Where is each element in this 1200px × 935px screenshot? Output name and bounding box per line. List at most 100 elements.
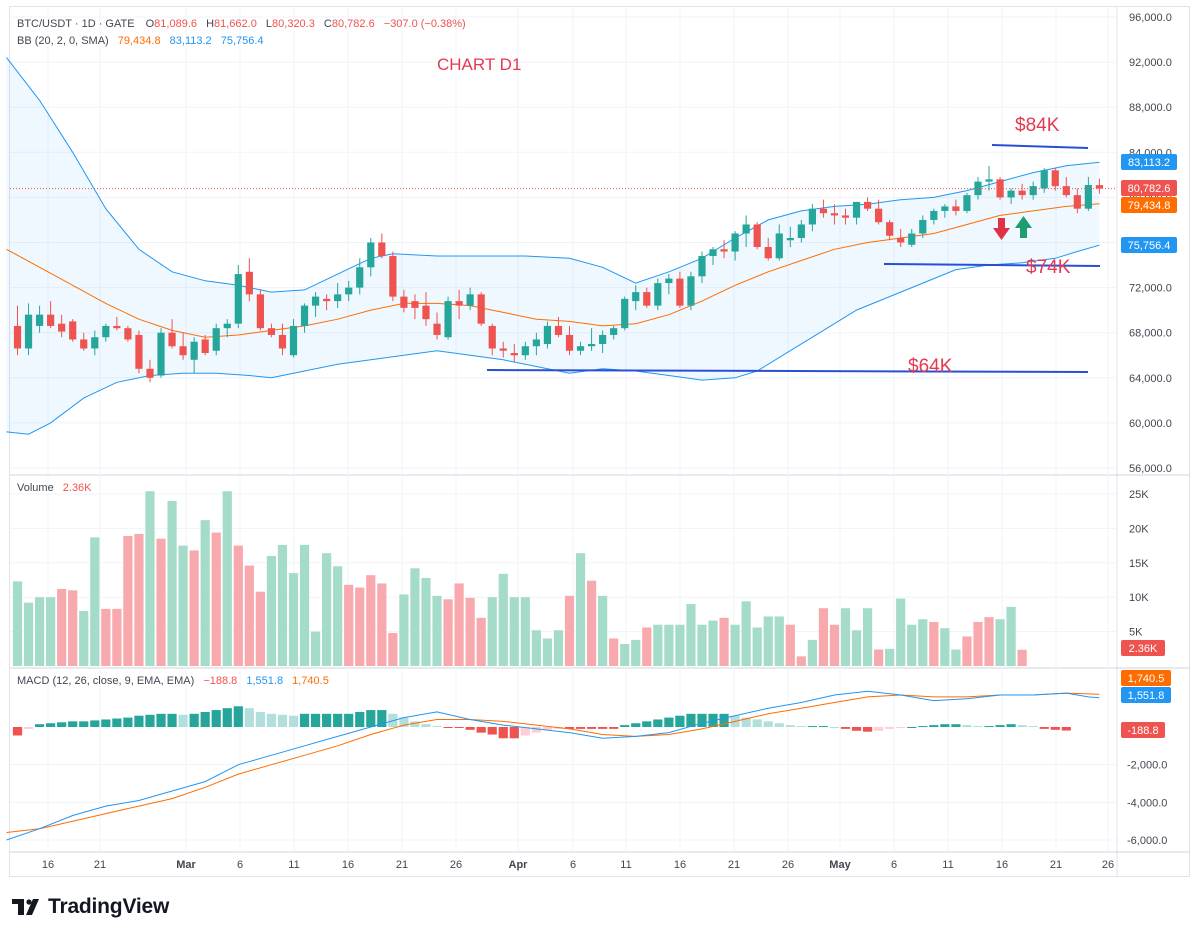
- macd-hist-bar: [984, 726, 994, 728]
- volume-bar: [774, 616, 784, 666]
- macd-hist-bar: [178, 714, 188, 727]
- time-tick-label: Apr: [509, 859, 529, 871]
- volume-bar: [355, 587, 365, 666]
- candle: [168, 319, 176, 349]
- volume-tick-label: 15K: [1129, 558, 1149, 570]
- volume-bar: [962, 636, 972, 666]
- time-tick-label: 21: [94, 859, 106, 871]
- macd-hist-bar: [1039, 727, 1049, 729]
- candle: [256, 289, 264, 331]
- candle: [157, 328, 165, 378]
- volume-bar: [454, 583, 464, 666]
- volume-bar: [443, 599, 453, 666]
- candle: [731, 231, 739, 261]
- trendline-64k[interactable]: [486, 369, 1089, 373]
- candle: [1007, 188, 1015, 205]
- candle: [400, 289, 408, 313]
- volume-bar: [156, 538, 166, 666]
- trendline-74k[interactable]: [883, 263, 1101, 267]
- candle: [775, 224, 783, 261]
- volume-bar: [564, 595, 575, 666]
- volume-bar: [862, 608, 873, 666]
- volume-bar: [487, 597, 497, 666]
- candle: [587, 328, 596, 351]
- candle: [643, 287, 651, 308]
- candle: [80, 332, 88, 351]
- volume-tick-label: 5K: [1129, 627, 1143, 639]
- macd-hist-bar: [399, 717, 409, 727]
- volume-bar: [222, 491, 232, 666]
- macd-tick-label: -6,000.0: [1127, 835, 1167, 847]
- volume-bar: [818, 608, 829, 666]
- candle: [113, 316, 121, 331]
- volume-bar: [796, 656, 806, 666]
- candle: [632, 285, 640, 311]
- candle: [1051, 168, 1059, 191]
- macd-tick-label: -4,000.0: [1127, 797, 1167, 809]
- candle: [808, 204, 816, 232]
- volume-bar: [57, 588, 67, 666]
- macd-hist-bar: [310, 713, 321, 727]
- macd-hist-bar: [233, 706, 243, 727]
- macd-hist-bar: [609, 727, 619, 729]
- time-tick-label: 6: [570, 859, 576, 871]
- volume-bar: [741, 601, 751, 666]
- macd-hist-bar: [598, 727, 608, 729]
- footer-brand-name: TradingView: [48, 895, 170, 918]
- candle: [179, 332, 187, 360]
- volume-bar: [310, 631, 321, 666]
- svg-text:BB (20, 2, 0, SMA) 79,43: BB (20, 2, 0, SMA) 79,434.8 83,113.2 75,…: [17, 35, 264, 47]
- candle: [654, 278, 662, 311]
- svg-text:MACD (12, 26, close, 9, EMA, E: MACD (12, 26, close, 9, EMA, EMA) −188.8…: [17, 675, 329, 687]
- macd-hist-bar: [796, 726, 806, 728]
- volume-bar: [399, 594, 409, 666]
- macd-hist-bar: [774, 723, 784, 727]
- macd-hist-bar: [200, 711, 210, 727]
- macd-hist-bar: [112, 718, 122, 727]
- candle: [323, 294, 331, 311]
- macd-histogram: [12, 706, 1071, 739]
- macd-hist-bar: [410, 721, 420, 727]
- macd-legend[interactable]: MACD (12, 26, close, 9, EMA, EMA) −188.8…: [17, 675, 329, 687]
- volume-legend[interactable]: Volume 2.36K: [17, 482, 92, 494]
- volume-bar: [553, 630, 564, 666]
- volume-bar: [167, 500, 177, 666]
- symbol-name: BTC/USDT · 1D · GATE: [17, 18, 135, 30]
- label-84k: $84K: [1015, 115, 1060, 136]
- time-tick-label: May: [829, 859, 851, 871]
- macd-hist-bar: [929, 725, 939, 727]
- candle: [753, 222, 761, 250]
- volume-bar: [46, 597, 56, 666]
- volume-bar: [134, 533, 144, 666]
- time-tick-label: 16: [42, 859, 54, 871]
- footer-branding[interactable]: TradingView: [12, 893, 169, 921]
- macd-hist-bar: [101, 719, 111, 727]
- symbol-legend[interactable]: BTC/USDT · 1D · GATE O81,089.6 H81,662.0…: [17, 18, 466, 47]
- candle: [477, 292, 485, 326]
- time-tick-label: Mar: [176, 859, 196, 871]
- volume-bar: [145, 491, 155, 666]
- macd-hist-bar: [90, 720, 100, 727]
- volume-bar: [432, 595, 442, 666]
- macd-hist-bar: [697, 713, 707, 727]
- candle: [1018, 183, 1026, 200]
- volume-bar: [686, 604, 696, 666]
- volume-bar: [476, 617, 486, 666]
- candle: [797, 219, 805, 243]
- macd-hist-bar: [145, 714, 155, 727]
- volume-bar: [333, 566, 343, 666]
- time-tick-label: 11: [288, 859, 299, 871]
- volume-bar: [498, 573, 508, 666]
- macd-hist-bar: [962, 725, 972, 727]
- macd-hist-bar: [940, 724, 950, 727]
- volume-bar: [730, 624, 740, 666]
- macd-hist-bar: [1006, 724, 1016, 727]
- volume-bar: [465, 597, 475, 666]
- trendline-84k[interactable]: [991, 144, 1089, 149]
- candle: [334, 283, 342, 308]
- volume-bar: [189, 550, 199, 666]
- candle: [135, 330, 143, 374]
- candle: [720, 240, 728, 259]
- macd-hist-bar: [443, 727, 453, 728]
